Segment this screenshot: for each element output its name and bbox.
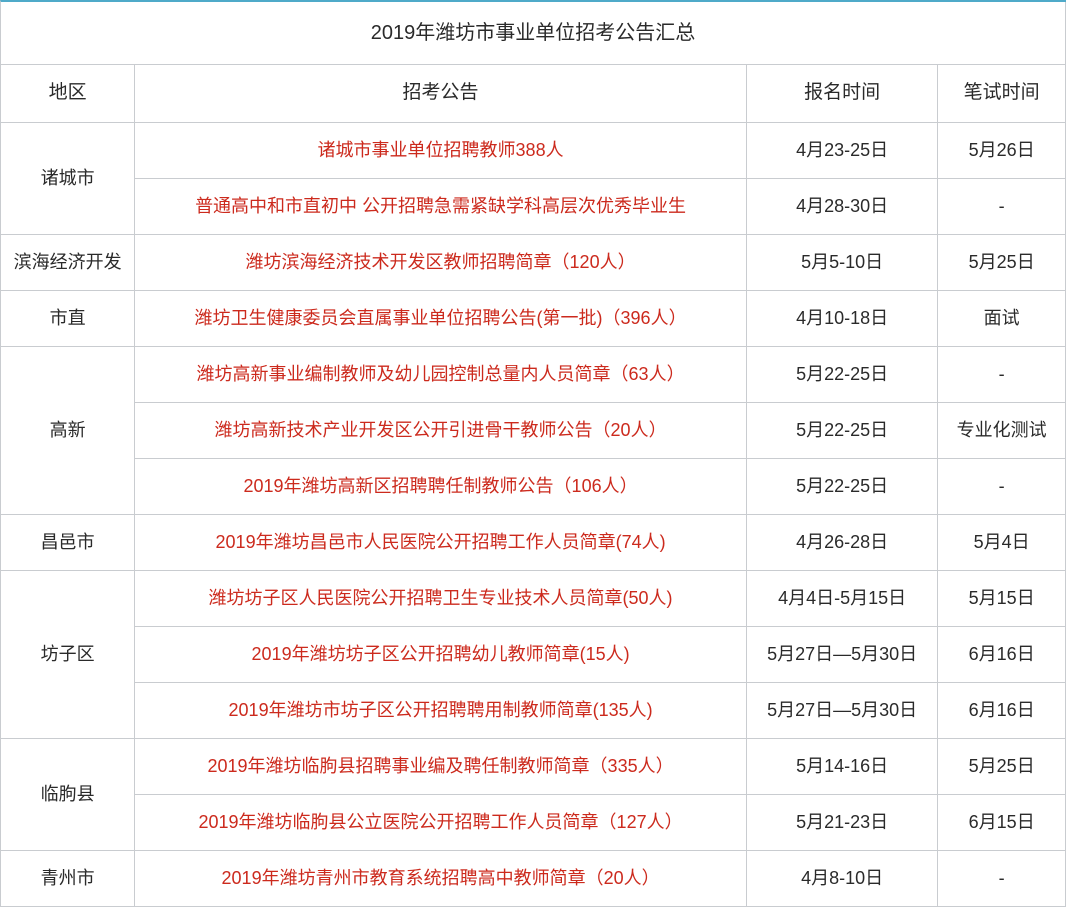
region-cell: 坊子区 xyxy=(1,570,135,738)
header-row: 地区 招考公告 报名时间 笔试时间 xyxy=(1,65,1066,123)
exam-cell: 面试 xyxy=(938,290,1066,346)
table-row: 2019年潍坊市坊子区公开招聘聘用制教师简章(135人) 5月27日—5月30日… xyxy=(1,682,1066,738)
table-row: 诸城市 诸城市事业单位招聘教师388人 4月23-25日 5月26日 xyxy=(1,122,1066,178)
region-cell: 青州市 xyxy=(1,850,135,906)
col-region: 地区 xyxy=(1,65,135,123)
region-cell: 市直 xyxy=(1,290,135,346)
table-row: 2019年潍坊高新区招聘聘任制教师公告（106人） 5月22-25日 - xyxy=(1,458,1066,514)
region-cell: 高新 xyxy=(1,346,135,514)
announcement-link[interactable]: 潍坊高新技术产业开发区公开引进骨干教师公告（20人） xyxy=(215,420,667,440)
announcement-link[interactable]: 2019年潍坊临朐县公立医院公开招聘工作人员简章（127人） xyxy=(199,812,683,832)
announcement-link[interactable]: 2019年潍坊临朐县招聘事业编及聘任制教师简章（335人） xyxy=(208,756,674,776)
table-row: 高新 潍坊高新事业编制教师及幼儿园控制总量内人员简章（63人） 5月22-25日… xyxy=(1,346,1066,402)
signup-cell: 5月21-23日 xyxy=(746,794,937,850)
exam-cell: - xyxy=(938,346,1066,402)
table-row: 滨海经济开发 潍坊滨海经济技术开发区教师招聘简章（120人） 5月5-10日 5… xyxy=(1,234,1066,290)
signup-cell: 5月14-16日 xyxy=(746,738,937,794)
col-exam: 笔试时间 xyxy=(938,65,1066,123)
announcement-link[interactable]: 潍坊卫生健康委员会直属事业单位招聘公告(第一批)（396人） xyxy=(195,308,687,328)
announcement-link[interactable]: 潍坊坊子区人民医院公开招聘卫生专业技术人员简章(50人) xyxy=(209,588,673,608)
announcement-link[interactable]: 潍坊高新事业编制教师及幼儿园控制总量内人员简章（63人） xyxy=(197,364,685,384)
exam-cell: 6月16日 xyxy=(938,682,1066,738)
signup-cell: 5月5-10日 xyxy=(746,234,937,290)
recruitment-table: 2019年潍坊市事业单位招考公告汇总 地区 招考公告 报名时间 笔试时间 诸城市… xyxy=(1,2,1066,907)
signup-cell: 5月22-25日 xyxy=(746,402,937,458)
exam-cell: - xyxy=(938,458,1066,514)
title-row: 2019年潍坊市事业单位招考公告汇总 xyxy=(1,2,1066,65)
signup-cell: 4月28-30日 xyxy=(746,178,937,234)
signup-cell: 5月27日—5月30日 xyxy=(746,682,937,738)
table-row: 临朐县 2019年潍坊临朐县招聘事业编及聘任制教师简章（335人） 5月14-1… xyxy=(1,738,1066,794)
table-row: 潍坊高新技术产业开发区公开引进骨干教师公告（20人） 5月22-25日 专业化测… xyxy=(1,402,1066,458)
table-row: 2019年潍坊临朐县公立医院公开招聘工作人员简章（127人） 5月21-23日 … xyxy=(1,794,1066,850)
exam-cell: 5月4日 xyxy=(938,514,1066,570)
announcement-link[interactable]: 普通高中和市直初中 公开招聘急需紧缺学科高层次优秀毕业生 xyxy=(195,196,686,216)
col-signup: 报名时间 xyxy=(746,65,937,123)
table-row: 市直 潍坊卫生健康委员会直属事业单位招聘公告(第一批)（396人） 4月10-1… xyxy=(1,290,1066,346)
signup-cell: 4月23-25日 xyxy=(746,122,937,178)
signup-cell: 4月4日-5月15日 xyxy=(746,570,937,626)
table-wrapper: 2019年潍坊市事业单位招考公告汇总 地区 招考公告 报名时间 笔试时间 诸城市… xyxy=(0,0,1066,907)
table-title: 2019年潍坊市事业单位招考公告汇总 xyxy=(1,2,1066,65)
col-announcement: 招考公告 xyxy=(135,65,747,123)
signup-cell: 4月26-28日 xyxy=(746,514,937,570)
table-row: 昌邑市 2019年潍坊昌邑市人民医院公开招聘工作人员简章(74人) 4月26-2… xyxy=(1,514,1066,570)
exam-cell: 5月26日 xyxy=(938,122,1066,178)
signup-cell: 5月27日—5月30日 xyxy=(746,626,937,682)
exam-cell: - xyxy=(938,178,1066,234)
exam-cell: 专业化测试 xyxy=(938,402,1066,458)
announcement-link[interactable]: 潍坊滨海经济技术开发区教师招聘简章（120人） xyxy=(246,252,636,272)
exam-cell: 5月15日 xyxy=(938,570,1066,626)
table-row: 普通高中和市直初中 公开招聘急需紧缺学科高层次优秀毕业生 4月28-30日 - xyxy=(1,178,1066,234)
announcement-link[interactable]: 2019年潍坊高新区招聘聘任制教师公告（106人） xyxy=(244,476,638,496)
region-cell: 昌邑市 xyxy=(1,514,135,570)
signup-cell: 4月10-18日 xyxy=(746,290,937,346)
exam-cell: 5月25日 xyxy=(938,738,1066,794)
announcement-link[interactable]: 2019年潍坊市坊子区公开招聘聘用制教师简章(135人) xyxy=(229,700,653,720)
signup-cell: 5月22-25日 xyxy=(746,458,937,514)
announcement-link[interactable]: 2019年潍坊昌邑市人民医院公开招聘工作人员简章(74人) xyxy=(216,532,666,552)
exam-cell: - xyxy=(938,850,1066,906)
exam-cell: 5月25日 xyxy=(938,234,1066,290)
region-cell: 滨海经济开发 xyxy=(1,234,135,290)
announcement-link[interactable]: 2019年潍坊坊子区公开招聘幼儿教师简章(15人) xyxy=(252,644,630,664)
announcement-link[interactable]: 诸城市事业单位招聘教师388人 xyxy=(318,140,564,160)
exam-cell: 6月16日 xyxy=(938,626,1066,682)
exam-cell: 6月15日 xyxy=(938,794,1066,850)
table-row: 青州市 2019年潍坊青州市教育系统招聘高中教师简章（20人） 4月8-10日 … xyxy=(1,850,1066,906)
signup-cell: 5月22-25日 xyxy=(746,346,937,402)
region-cell: 诸城市 xyxy=(1,122,135,234)
signup-cell: 4月8-10日 xyxy=(746,850,937,906)
table-row: 2019年潍坊坊子区公开招聘幼儿教师简章(15人) 5月27日—5月30日 6月… xyxy=(1,626,1066,682)
region-cell: 临朐县 xyxy=(1,738,135,850)
table-row: 坊子区 潍坊坊子区人民医院公开招聘卫生专业技术人员简章(50人) 4月4日-5月… xyxy=(1,570,1066,626)
